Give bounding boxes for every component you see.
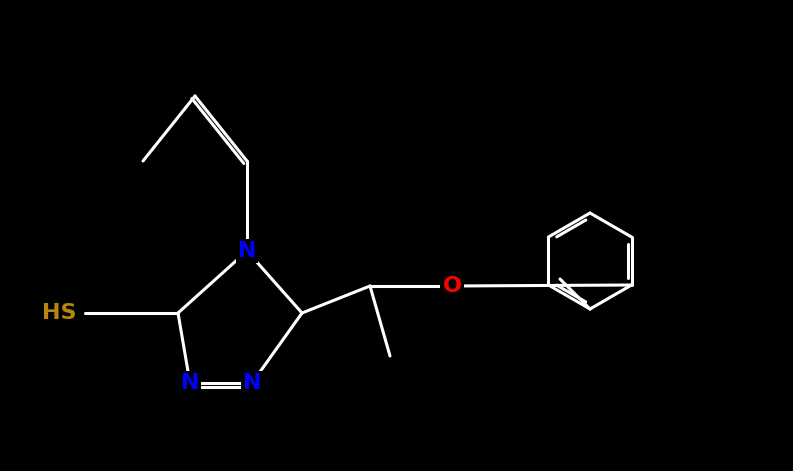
Text: N: N bbox=[238, 241, 256, 261]
Text: N: N bbox=[243, 373, 261, 393]
Text: HS: HS bbox=[43, 303, 77, 323]
Text: O: O bbox=[442, 276, 462, 296]
Text: N: N bbox=[181, 373, 199, 393]
